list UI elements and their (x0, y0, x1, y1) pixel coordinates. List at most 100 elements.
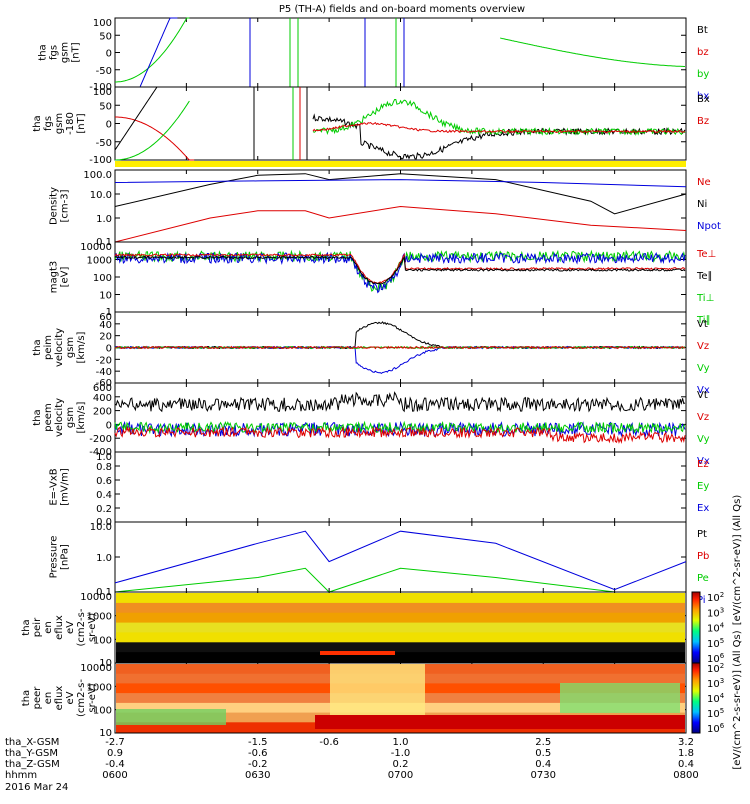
footer-value: 0600 (102, 770, 127, 781)
electron-feature (560, 683, 680, 713)
legend-entry: Vx (697, 385, 710, 396)
data-quality-bar (115, 161, 686, 167)
y-axis-label: [km/s] (76, 401, 87, 433)
y-axis-label: (cm2-s- (76, 679, 87, 717)
y-axis-label: [cm-3] (60, 189, 71, 222)
y-axis-label: tha (32, 339, 43, 355)
legend-entry: Ez (697, 459, 709, 470)
y-axis-label: [nT] (71, 42, 82, 62)
colorbar-tick-base: 10 (707, 639, 720, 650)
y-axis-label: fgs (49, 45, 60, 60)
legend-entry: Vx (697, 456, 710, 467)
legend-entry: Pe (697, 573, 709, 584)
y-axis-label: sr-eV) (87, 613, 98, 642)
bx-line (312, 113, 686, 160)
legend-entry: Bx (697, 94, 710, 105)
y-tick-label: 1000 (87, 682, 112, 693)
y-axis-label: tha (21, 619, 32, 635)
y-tick-label: -100 (89, 82, 112, 93)
footer-value: -1.0 (391, 748, 411, 759)
panel-pressure: 10.0 1.0 0.1 Pressure [nPa] Pt Pb Pe Pi (49, 521, 709, 606)
y-tick-label: 0.8 (96, 462, 112, 473)
legend-entry: bz (697, 47, 709, 58)
legend-entry: Pb (697, 551, 709, 562)
legend-entry: Vt (697, 319, 708, 330)
ti-perp-line (114, 251, 686, 294)
pressure-Pi (114, 530, 687, 591)
footer-row-label: tha_Z-GSM (5, 759, 60, 770)
y-axis-label: [mV/m] (60, 468, 71, 506)
footer-value: 1.8 (678, 748, 694, 759)
bz-line (115, 116, 195, 161)
by-line (115, 100, 190, 161)
colorbar-tick-base: 10 (707, 608, 720, 619)
y-tick-label: -50 (96, 66, 112, 77)
colorbar-tick-exp: 4 (720, 692, 725, 700)
legend-entry: Vz (697, 341, 709, 352)
y-tick-label: 60 (99, 312, 112, 323)
y-axis-label: eV (65, 621, 76, 634)
y-axis-label: gsm (60, 42, 71, 63)
colorbar-tick: 105 (707, 707, 724, 720)
vt-line (114, 321, 685, 350)
legend-entry: Ti∥ (696, 315, 711, 326)
panel-density: 100.0 10.0 1.0 0.1 Density [cm-3] Ne Ni Npot (49, 169, 721, 248)
y-axis-label: tha (38, 44, 49, 60)
footer-row-label: tha_X-GSM (5, 737, 59, 748)
colorbar-tick: 103 (707, 677, 724, 690)
vz-line (114, 345, 686, 350)
colorbar-tick: 102 (707, 591, 724, 604)
legend-entry: Vy (697, 434, 710, 445)
colorbar-tick-exp: 4 (720, 622, 725, 630)
electron-feature (116, 709, 226, 725)
y-axis-label: peim (43, 335, 54, 360)
pressure-Pe (114, 567, 686, 593)
y-tick-label: 600 (93, 383, 112, 394)
y-tick-label: 1.0 (96, 214, 112, 225)
y-tick-label: 1 (106, 307, 112, 318)
y-axis-label: [km/s] (76, 331, 87, 363)
panel-frame (114, 86, 687, 161)
colorbar-tick-exp: 5 (720, 707, 724, 715)
y-tick-label: 40 (99, 320, 112, 331)
electron-feature (315, 715, 685, 729)
footer-value: 0630 (245, 770, 270, 781)
footer-value: 0.4 (678, 759, 694, 770)
spectrogram-band (116, 632, 685, 643)
panel-fgs: 100 50 0 -50 -100 tha fgs gsm [nT] Bt bz by bx (38, 17, 709, 102)
footer-value: -0.2 (248, 759, 268, 770)
panel-fgs2: 100 50 0 -50 -100 tha fgs gsm -180 [nT] Bx Bz (32, 86, 710, 167)
colorbar-tick-base: 10 (707, 664, 720, 675)
y-tick-label: 10000 (80, 592, 112, 603)
y-axis-label: [nPa] (60, 544, 71, 570)
footer-row-label: hhmm (5, 770, 37, 781)
footer-value: -1.5 (248, 737, 268, 748)
y-tick-label: 0.6 (96, 476, 112, 487)
y-axis-label: tha (32, 115, 43, 131)
colorbar-tick-exp: 2 (720, 662, 724, 670)
footer-value: -0.4 (105, 759, 125, 770)
colorbar-tick: 103 (707, 606, 724, 619)
colorbar-tick-base: 10 (707, 624, 720, 635)
legend-entry: Ex (697, 503, 709, 514)
colorbar-tick-exp: 6 (720, 652, 725, 660)
y-tick-label: 0.0 (96, 517, 112, 528)
y-tick-label: 10000 (80, 663, 112, 674)
colorbar-scale (691, 662, 701, 734)
footer-value: 0.4 (535, 759, 551, 770)
y-tick-label: 1000 (87, 256, 112, 267)
footer-value: -0.6 (319, 737, 339, 748)
y-tick-label: 100 (93, 273, 112, 284)
colorbar-tick: 102 (707, 662, 724, 675)
bx-line (114, 86, 160, 151)
y-axis-label: (cm2-s- (76, 608, 87, 646)
footer-value: 0730 (531, 770, 556, 781)
footer-value: 3.2 (678, 737, 694, 748)
footer-value: 0.9 (107, 748, 123, 759)
y-tick-label: -50 (96, 138, 112, 149)
y-tick-label: -40 (96, 367, 112, 378)
panel-efield: 1.00.8 0.6 0.4 0.2 0.0 E=-VxB [mV/m] Ez Ey Ex (49, 451, 709, 528)
